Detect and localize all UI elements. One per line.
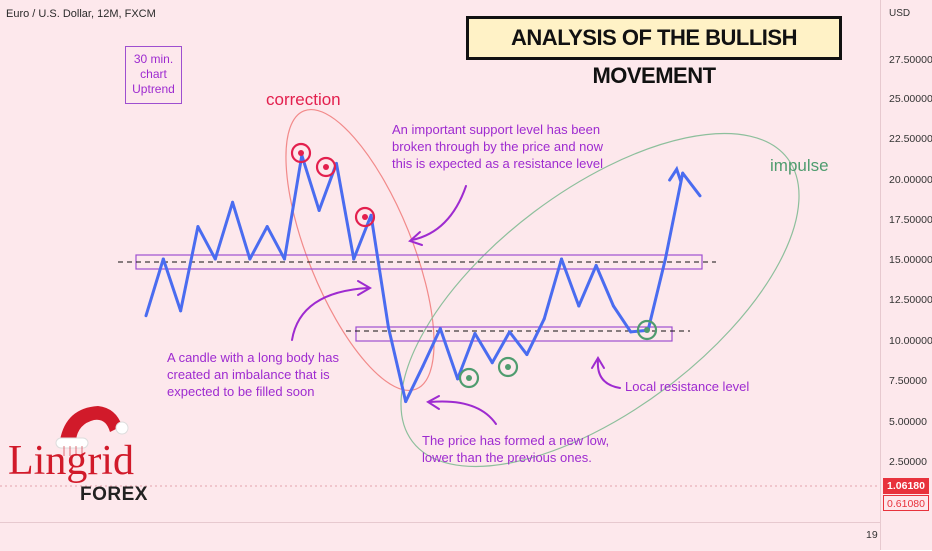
price-segment — [386, 325, 408, 404]
price-segment — [421, 327, 442, 368]
timeframe-line: chart — [140, 67, 167, 81]
correction-peak-marker — [315, 156, 337, 178]
price-segment — [577, 263, 598, 308]
price-segment — [508, 330, 529, 357]
price-chart — [0, 108, 880, 487]
price-segment — [213, 200, 235, 261]
price-segment — [473, 332, 494, 365]
santa-hat-icon — [55, 406, 129, 456]
price-tick: 2.50000 — [889, 456, 927, 468]
impulse-arrowhead — [668, 165, 683, 183]
note-line: The price has formed a new low, — [422, 433, 610, 448]
analysis-title: ANALYSIS OF THE BULLISH MOVEMENT — [466, 16, 842, 88]
time-axis[interactable]: 19 — [0, 522, 880, 551]
price-segment — [196, 225, 217, 261]
price-segment — [265, 225, 286, 261]
price-segment — [161, 257, 183, 313]
price-tick: 12.50000 — [889, 294, 932, 306]
price-tick: 10.00000 — [889, 335, 932, 347]
impulse-ellipse — [400, 132, 800, 468]
price-tick: 20.00000 — [889, 174, 932, 186]
price-tick: 25.00000 — [889, 93, 932, 105]
note-line: An important support level has been — [392, 122, 601, 137]
note-line: expected to be filled soon — [167, 384, 315, 399]
local-note-arrow — [596, 359, 621, 389]
price-segment — [352, 213, 373, 261]
low-note-arrowhead — [426, 395, 440, 410]
correction-peak-marker — [354, 206, 376, 228]
correction-label: correction — [266, 90, 341, 109]
impulse-low-marker — [636, 319, 658, 341]
timeframe-line: Uptrend — [132, 82, 175, 96]
support-note-arrow — [411, 185, 467, 241]
impulse-low-marker — [497, 356, 519, 378]
chart-area[interactable]: Euro / U.S. Dollar, 12M, FXCM ANALYSIS O… — [0, 0, 880, 522]
symbol-title[interactable]: Euro / U.S. Dollar, 12M, FXCM — [6, 8, 156, 20]
price-tick: 27.50000 — [889, 54, 932, 66]
correction-peak-marker — [290, 142, 312, 164]
price-tick: 5.00000 — [889, 416, 927, 428]
impulse-label: impulse — [770, 156, 829, 175]
price-tick: 15.00000 — [889, 254, 932, 266]
price-segment — [611, 304, 633, 334]
local-resistance-zone — [355, 326, 673, 342]
support-note-arrowhead — [408, 231, 423, 246]
price-segment — [231, 200, 252, 261]
price-segment — [490, 330, 512, 365]
price-segment — [594, 263, 615, 308]
timeframe-line: 30 min. — [133, 52, 174, 66]
candle-note-arrowhead — [357, 280, 372, 296]
time-label: 19 — [866, 529, 878, 541]
new-low-note: The price has formed a new low, lower th… — [422, 432, 609, 466]
price-segment — [560, 257, 581, 308]
price-axis[interactable]: USD 27.50000 25.00000 22.50000 20.00000 … — [880, 0, 932, 550]
candle-note: A candle with a long body has created an… — [167, 349, 339, 400]
price-segment — [334, 161, 356, 261]
local-note-arrowhead — [591, 356, 605, 369]
brand-name: Lingrid — [8, 438, 134, 484]
price-segment — [283, 153, 304, 261]
price-segment — [646, 257, 667, 332]
price-segment — [663, 171, 685, 261]
price-tick: 7.50000 — [889, 375, 927, 387]
price-segment — [542, 257, 563, 321]
price-segment — [456, 332, 477, 381]
low-note-arrow — [429, 400, 497, 425]
note-line: broken through by the price and now — [392, 139, 604, 154]
price-segment — [144, 257, 165, 318]
brand-sub: FOREX — [80, 484, 148, 505]
impulse-low-marker — [458, 367, 480, 389]
note-line: Local resistance level — [625, 379, 750, 394]
price-segment — [248, 225, 269, 261]
price-segment — [681, 171, 702, 198]
price-segment — [300, 153, 321, 212]
price-segment — [179, 225, 200, 313]
local-resistance-note: Local resistance level — [625, 378, 749, 395]
price-segment — [404, 364, 425, 404]
previous-price-tag: 0.61080 — [883, 495, 929, 511]
price-segment — [525, 317, 546, 357]
price-segment — [438, 327, 460, 381]
candle-note-arrow — [291, 287, 369, 341]
price-segment — [369, 213, 390, 329]
note-line: this is expected as a resistance level — [392, 156, 603, 171]
support-note: An important support level has been brok… — [392, 121, 603, 172]
current-price-tag: 1.06180 — [883, 478, 929, 494]
currency-label: USD — [889, 8, 911, 19]
note-line: A candle with a long body has — [167, 350, 340, 365]
price-tick: 22.50000 — [889, 133, 932, 145]
note-line: lower than the previous ones. — [422, 450, 592, 465]
timeframe-box: 30 min. chart Uptrend — [125, 46, 182, 104]
note-line: created an imbalance that is — [167, 367, 330, 382]
price-tick: 17.50000 — [889, 214, 932, 226]
